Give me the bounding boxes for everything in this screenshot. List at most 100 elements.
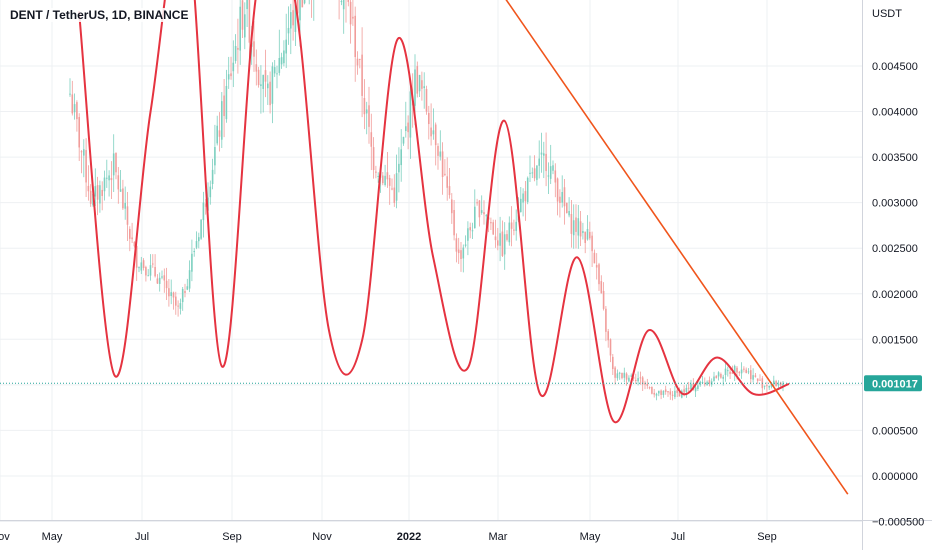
candle-body [129, 228, 131, 239]
candle-body [529, 172, 531, 174]
candle-body [455, 238, 458, 252]
candle-body [131, 237, 133, 240]
candle-body [745, 369, 747, 373]
axis-unit-label: USDT [872, 8, 902, 20]
candle-body [687, 387, 690, 389]
candle-body [117, 175, 120, 190]
candle-body [227, 74, 230, 80]
candle-body [273, 67, 276, 74]
candle-body [232, 62, 235, 72]
price-axis[interactable]: USDT 0.004500 0.004000 0.003500 0.003000 0.00… [872, 8, 924, 529]
candle-body [492, 222, 494, 235]
candle-body [158, 277, 161, 284]
candle-body [515, 221, 517, 231]
candle-body [540, 152, 543, 155]
candle-body [365, 109, 368, 114]
candle-body [658, 390, 660, 394]
y-tick-label: 0.003000 [872, 198, 918, 210]
candle-body [676, 390, 678, 393]
time-axis[interactable]: May Jul Sep Nov 2022 Mar May Jul Sep Nov [0, 531, 777, 543]
candle-body [83, 149, 85, 156]
candle-body [193, 251, 195, 253]
candle-body [175, 296, 177, 306]
candle-body [476, 202, 478, 204]
candle-body [717, 372, 720, 377]
candle-body [706, 381, 708, 386]
candle-body [559, 196, 561, 203]
candle-body [269, 81, 271, 106]
candle-body [280, 57, 283, 65]
candle-body [566, 202, 568, 214]
candle-body [469, 227, 471, 231]
candle-body [126, 206, 129, 225]
y-tick-label: 0.002500 [872, 243, 918, 255]
candle-body [296, 0, 299, 14]
candle-body [722, 376, 724, 379]
candle-body [80, 151, 83, 153]
x-tick-label: Mar [489, 531, 508, 543]
candle-body [713, 376, 715, 381]
candle-body [667, 391, 669, 393]
candle-body [630, 375, 632, 377]
candle-body [678, 391, 681, 397]
candle-body [671, 394, 674, 396]
candle-body [503, 234, 506, 255]
candle-body [439, 151, 442, 157]
candle-body [354, 15, 356, 58]
candle-body [349, 1, 352, 25]
x-tick-label: Jul [671, 531, 685, 543]
candle-body [664, 389, 667, 392]
candle-body [418, 74, 421, 92]
candle-body [416, 66, 419, 94]
candle-body [729, 371, 731, 374]
candle-body [432, 130, 435, 135]
candle-body [497, 240, 499, 246]
candle-body [451, 199, 453, 214]
candle-body [198, 237, 200, 242]
candle-body [561, 191, 563, 203]
candle-body [218, 130, 221, 137]
candle-body [372, 147, 375, 171]
candle-body [552, 165, 554, 171]
candle-body [421, 80, 423, 89]
candle-body [89, 190, 92, 204]
candle-body [770, 384, 773, 387]
candle-body [149, 265, 152, 276]
y-tick-label: 0.004000 [872, 107, 918, 119]
candle-body [549, 166, 552, 179]
candle-body [704, 383, 706, 385]
symbol-title: DENT / TetherUS, 1D, BINANCE [8, 8, 191, 22]
candle-body [621, 372, 623, 379]
candle-body [543, 153, 545, 156]
candle-body [605, 308, 607, 332]
descending-trendline [505, 0, 849, 495]
candle-body [577, 218, 580, 236]
candle-body [775, 381, 777, 387]
candle-body [179, 303, 182, 309]
candle-body [628, 377, 630, 382]
candle-body [359, 58, 361, 60]
candle-body [777, 383, 780, 386]
candle-body [216, 125, 218, 144]
candle-body [239, 6, 241, 51]
x-tick-label: Nov [0, 531, 10, 543]
y-tick-label: 0.000500 [872, 425, 918, 437]
candle-body [257, 69, 260, 86]
candle-body [510, 222, 513, 229]
candle-body [352, 16, 354, 19]
candle-body [637, 378, 639, 382]
candle-body [96, 185, 99, 200]
candle-body [301, 0, 304, 8]
candle-body [391, 188, 393, 190]
candle-body [490, 222, 492, 224]
candle-body [600, 281, 603, 294]
candle-body [579, 221, 582, 237]
candle-body [370, 132, 373, 147]
candle-body [209, 186, 212, 198]
candle-body [499, 233, 501, 246]
last-price-tag-bg [864, 375, 922, 392]
candle-body [598, 264, 600, 285]
candle-body [618, 372, 621, 374]
